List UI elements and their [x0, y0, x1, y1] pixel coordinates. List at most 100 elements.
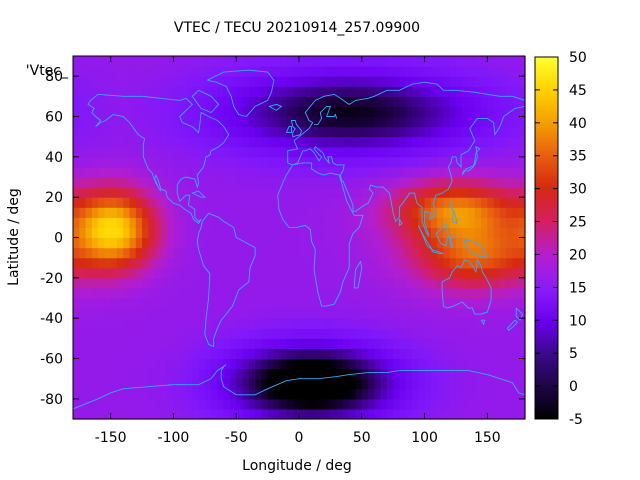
heatmap-cell: [267, 166, 275, 178]
heatmap-cell: [374, 358, 382, 370]
heatmap-cell: [437, 388, 444, 400]
heatmap-cell: [160, 86, 168, 97]
heatmap-cell: [179, 187, 187, 198]
heatmap-cell: [198, 298, 206, 309]
heatmap-cell: [374, 106, 382, 118]
heatmap-cell: [248, 398, 256, 410]
heatmap-cell: [374, 398, 382, 410]
heatmap-cell: [192, 358, 200, 370]
heatmap-cell: [412, 177, 419, 188]
heatmap-cell: [186, 156, 193, 168]
heatmap-cell: [261, 388, 269, 400]
heatmap-cell: [399, 156, 407, 168]
heatmap-cell: [336, 146, 344, 158]
heatmap-cell: [481, 217, 488, 229]
heatmap-cell: [299, 66, 306, 77]
heatmap-cell: [198, 146, 206, 158]
heatmap-cell: [123, 187, 131, 198]
heatmap-cell: [455, 126, 463, 138]
heatmap-cell: [437, 66, 444, 77]
heatmap-cell: [386, 136, 394, 148]
heatmap-cell: [85, 287, 93, 299]
heatmap-cell: [142, 96, 149, 108]
heatmap-cell: [110, 66, 118, 77]
x-tick-label: -50: [225, 430, 248, 446]
heatmap-cell: [91, 328, 99, 339]
heatmap-cell: [267, 237, 275, 249]
heatmap-cell: [242, 56, 250, 67]
heatmap-cell: [123, 197, 131, 208]
heatmap-cell: [330, 116, 338, 128]
heatmap-cell: [248, 96, 256, 108]
heatmap-cell: [79, 237, 87, 249]
heatmap-cell: [506, 136, 514, 148]
heatmap-cell: [116, 166, 124, 178]
heatmap-cell: [299, 287, 306, 299]
heatmap-cell: [73, 207, 80, 218]
heatmap-cell: [499, 328, 507, 339]
heatmap-cell: [336, 388, 344, 400]
heatmap-cell: [217, 166, 225, 178]
heatmap-cell: [336, 56, 344, 67]
heatmap-cell: [173, 66, 181, 77]
heatmap-cell: [261, 378, 269, 390]
heatmap-cell: [148, 388, 156, 400]
heatmap-cell: [167, 56, 175, 67]
heatmap-cell: [167, 197, 175, 208]
heatmap-cell: [424, 187, 432, 198]
heatmap-cell: [449, 187, 457, 198]
heatmap-cell: [286, 86, 294, 97]
heatmap-cell: [154, 287, 162, 299]
heatmap-cell: [110, 277, 118, 289]
heatmap-cell: [518, 267, 526, 279]
heatmap-cell: [186, 86, 193, 97]
heatmap-cell: [418, 348, 426, 360]
heatmap-cell: [368, 86, 375, 97]
heatmap-cell: [336, 358, 344, 370]
heatmap-cell: [368, 358, 375, 370]
heatmap-cell: [179, 358, 187, 370]
heatmap-cell: [79, 328, 87, 339]
heatmap-cell: [192, 76, 200, 87]
heatmap-cell: [506, 96, 514, 108]
heatmap-cell: [355, 318, 363, 329]
heatmap-cell: [487, 408, 495, 420]
heatmap-cell: [186, 267, 193, 279]
heatmap-cell: [374, 277, 382, 289]
heatmap-cell: [211, 207, 218, 218]
heatmap-cell: [305, 217, 313, 229]
heatmap-cell: [412, 126, 419, 138]
heatmap-cell: [430, 257, 438, 269]
heatmap-cell: [299, 217, 306, 229]
heatmap-cell: [179, 116, 187, 128]
heatmap-cell: [217, 277, 225, 289]
heatmap-cell: [474, 56, 482, 67]
heatmap-cell: [437, 136, 444, 148]
heatmap-cell: [368, 126, 375, 138]
heatmap-cell: [248, 197, 256, 208]
heatmap-cell: [330, 298, 338, 309]
heatmap-cell: [167, 106, 175, 118]
heatmap-cell: [443, 348, 451, 360]
heatmap-cell: [455, 287, 463, 299]
heatmap-cell: [186, 197, 193, 208]
heatmap-cell: [273, 126, 281, 138]
heatmap-cell: [355, 287, 363, 299]
heatmap-cell: [324, 348, 331, 360]
heatmap-cell: [211, 166, 218, 178]
heatmap-cell: [455, 56, 463, 67]
heatmap-cell: [462, 318, 470, 329]
heatmap-cell: [336, 378, 344, 390]
heatmap-cell: [317, 388, 325, 400]
heatmap-cell: [474, 227, 482, 239]
coastline-madagascar: [353, 260, 363, 289]
heatmap-cell: [487, 136, 495, 148]
heatmap-cell: [324, 146, 331, 158]
heatmap-cell: [242, 96, 250, 108]
heatmap-cell: [374, 136, 382, 148]
heatmap-cell: [305, 187, 313, 198]
heatmap-cell: [518, 358, 526, 370]
heatmap-cell: [255, 348, 262, 360]
heatmap-cell: [512, 287, 520, 299]
heatmap-cell: [261, 126, 269, 138]
